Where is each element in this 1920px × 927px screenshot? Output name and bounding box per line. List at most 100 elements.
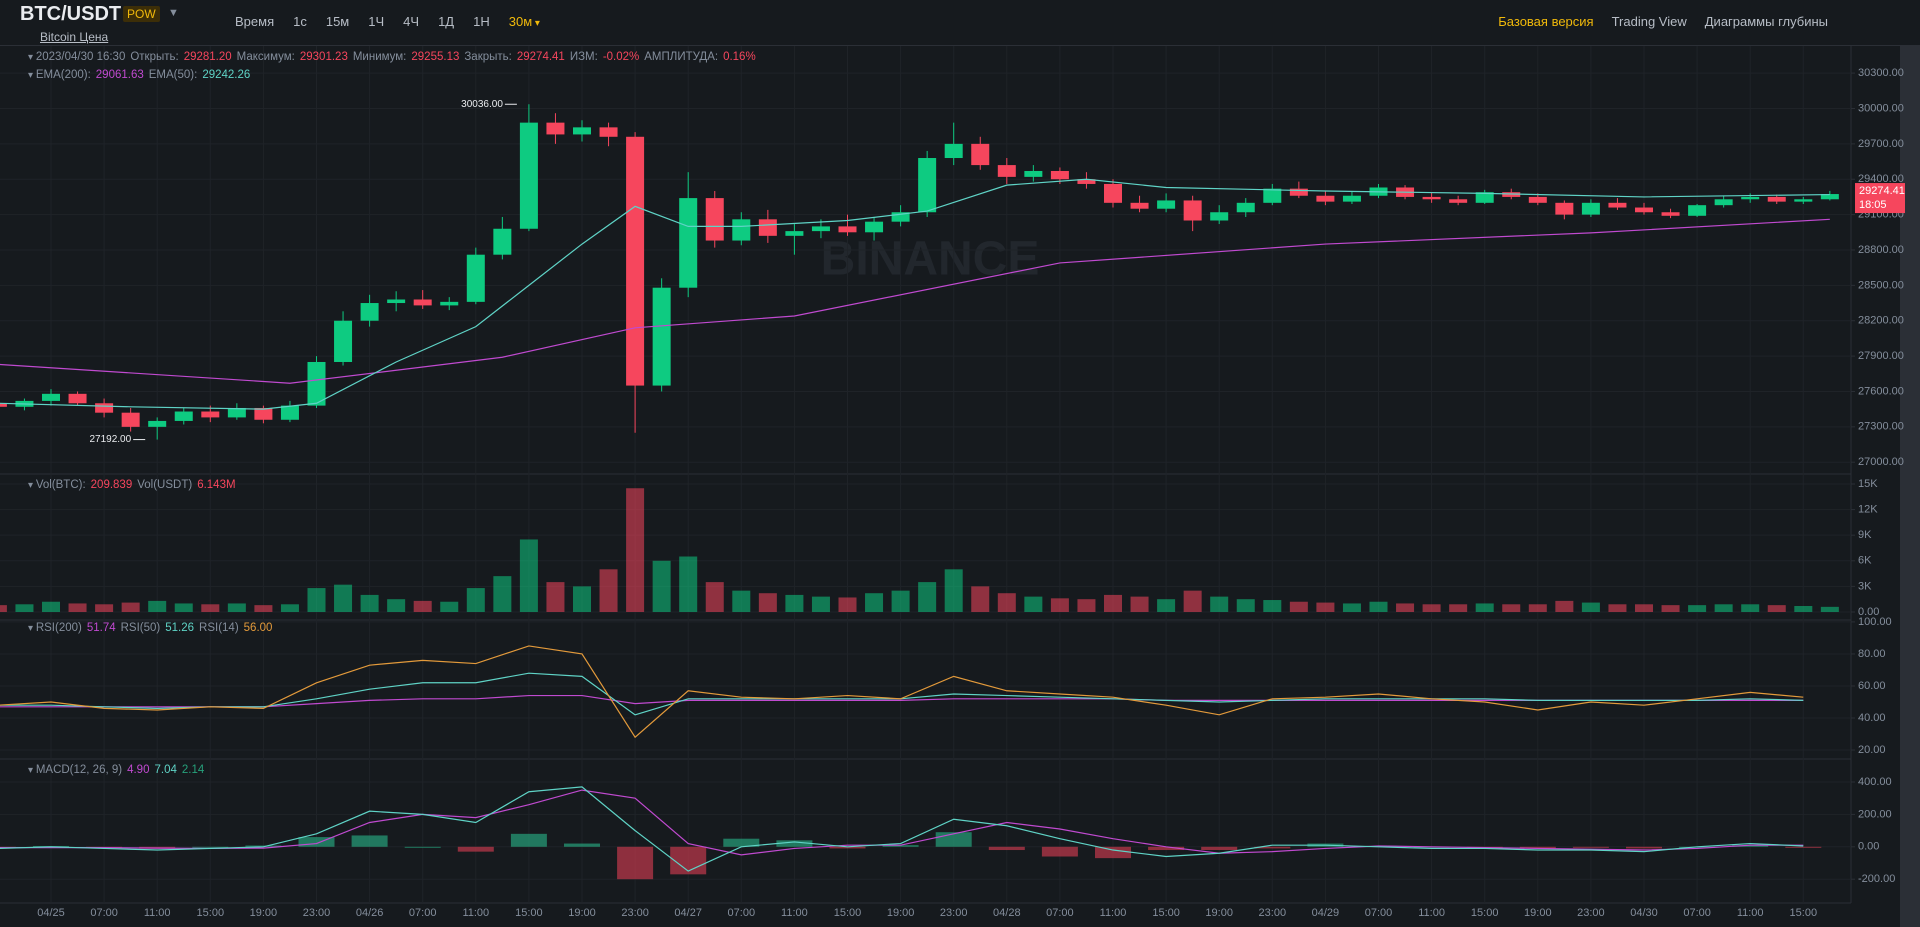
volume-bar <box>1475 603 1494 612</box>
volume-bar <box>1050 598 1069 612</box>
volume-bar <box>1396 603 1415 612</box>
y-tick-label: 27300.00 <box>1858 421 1904 433</box>
view-button[interactable]: Базовая версия <box>1498 14 1594 29</box>
macd-line <box>0 786 1804 872</box>
marker-label: 30036.00 <box>461 99 503 110</box>
macd-histogram-bar <box>1519 846 1556 849</box>
volume-bar <box>546 582 565 612</box>
interval-button[interactable]: 4Ч <box>403 14 420 29</box>
volume-bar <box>785 594 804 612</box>
candle-body <box>1767 196 1786 202</box>
view-button[interactable]: Диаграммы глубины <box>1704 14 1828 29</box>
candle-body <box>1236 202 1255 213</box>
x-tick-label: 04/26 <box>356 907 384 919</box>
y-tick-label: 200.00 <box>1858 808 1892 820</box>
legend-value: 7.04 <box>154 764 177 776</box>
volume-bar <box>599 569 618 612</box>
volume-bar <box>652 560 671 612</box>
interval-button[interactable]: 1Н <box>473 14 490 29</box>
volume-bar <box>95 604 114 612</box>
candle-body <box>466 254 485 302</box>
value: 29255.13 <box>411 51 460 63</box>
x-tick-label: 23:00 <box>1577 907 1605 919</box>
volume-bar <box>1210 596 1229 612</box>
x-tick-label: 15:00 <box>197 907 225 919</box>
volume-bar <box>1502 604 1521 612</box>
countdown: 18:05 <box>1859 199 1887 211</box>
x-tick-label: 07:00 <box>90 907 118 919</box>
candle-body <box>201 411 220 418</box>
candle-body <box>971 143 990 166</box>
volume-bar <box>174 603 193 612</box>
macd-histogram-bar <box>1201 846 1238 851</box>
info-legend: 2023/04/30 16:30 Открыть: 29281.20 Максимум… <box>28 51 761 63</box>
candle-body <box>1104 183 1122 203</box>
candle-body <box>997 165 1016 177</box>
volume-bar <box>1688 605 1707 612</box>
x-tick-label: 15:00 <box>515 907 543 919</box>
volume-bar <box>1024 596 1043 612</box>
candle-body <box>280 405 299 420</box>
volume-bar <box>148 600 167 612</box>
candle-body <box>519 122 538 229</box>
volume-bar <box>121 602 140 612</box>
volume-bar <box>626 488 645 612</box>
interval-button[interactable]: 1с <box>293 14 307 29</box>
candle-body <box>546 122 565 135</box>
macd-histogram-bar <box>723 838 760 847</box>
volume-bar <box>1104 594 1122 612</box>
volume-bar <box>1369 601 1388 612</box>
interval-button[interactable]: 1Д <box>438 14 455 29</box>
volume-bar <box>1342 603 1361 612</box>
volume-bar <box>1236 599 1255 612</box>
candle-body <box>1050 170 1069 180</box>
link[interactable]: Bitcoin Цена <box>40 30 109 44</box>
candle-body <box>1024 170 1043 177</box>
legend-value: 6.143M <box>197 479 236 491</box>
label: Минимум: <box>352 51 407 63</box>
volume-bar <box>1157 599 1176 612</box>
volume-bar <box>1714 604 1733 612</box>
candle-body <box>599 127 618 137</box>
legend-value: 2.14 <box>181 764 205 776</box>
x-tick-label: 07:00 <box>728 907 756 919</box>
volume-bar <box>1316 602 1335 612</box>
interval-button[interactable]: Время <box>235 14 275 29</box>
interval-button[interactable]: 1Ч <box>368 14 385 29</box>
rsi-legend: RSI(200) 51.74 RSI(50) 51.26 RSI(14) 56.00 <box>28 622 277 634</box>
y-tick-label: -200.00 <box>1858 873 1895 885</box>
value: 29281.20 <box>183 51 232 63</box>
volume-bar <box>1767 605 1786 612</box>
interval-button[interactable]: 15м <box>325 14 350 29</box>
y-tick-label: 60.00 <box>1858 680 1886 692</box>
volume-bar <box>838 597 857 612</box>
volume-bar <box>1077 599 1096 612</box>
legend-name: RSI(50) <box>120 622 161 634</box>
candle-body <box>944 143 963 159</box>
rsi-line <box>0 672 1804 716</box>
volume-bar <box>1422 604 1441 612</box>
volume-bar <box>997 593 1016 612</box>
candle-body <box>652 287 671 386</box>
volume-bar <box>891 590 910 612</box>
volume-bar <box>1794 606 1813 612</box>
vol-legend: Vol(BTC): 209.839 Vol(USDT) 6.143M <box>28 479 241 491</box>
caret[interactable]: ▼ <box>168 7 179 19</box>
volume-bar <box>1635 604 1653 612</box>
candle-body <box>42 393 60 401</box>
x-tick-label: 15:00 <box>1152 907 1180 919</box>
volume-bar <box>732 590 751 612</box>
interval-button[interactable]: 30м <box>509 14 540 29</box>
view-button[interactable]: Trading View <box>1611 14 1687 29</box>
candle-body <box>1714 199 1733 206</box>
candle-body <box>307 361 326 406</box>
y-tick-label: 28800.00 <box>1858 244 1904 256</box>
value: -0.02% <box>602 51 640 63</box>
legend-value: 29242.26 <box>202 69 251 81</box>
legend-name: EMA(50): <box>148 69 198 81</box>
volume-bar <box>466 588 485 612</box>
candle-body <box>1077 179 1096 184</box>
x-tick-label: 04/28 <box>993 907 1021 919</box>
x-tick-label: 19:00 <box>887 907 915 919</box>
